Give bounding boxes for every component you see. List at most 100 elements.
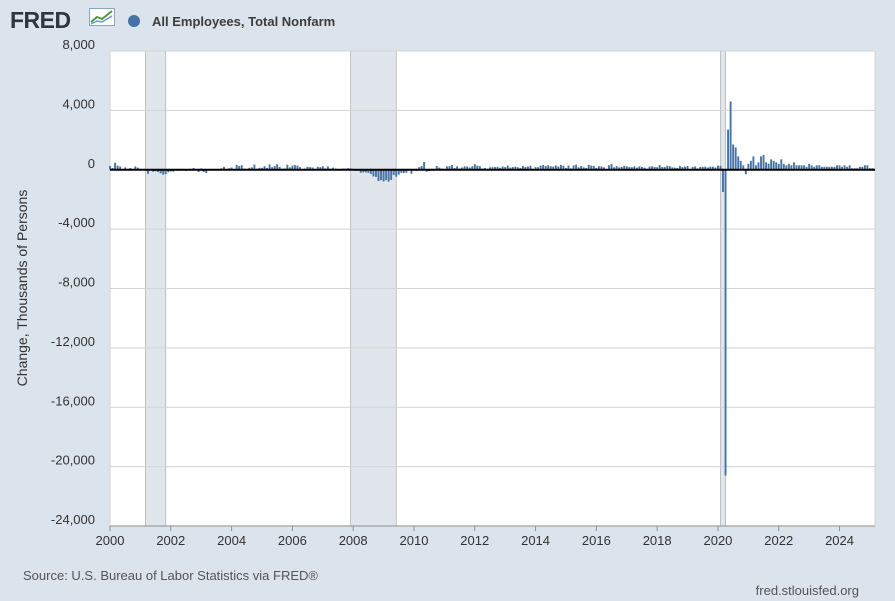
data-bar xyxy=(273,166,276,170)
data-bar xyxy=(491,167,494,170)
data-bar xyxy=(116,165,119,170)
data-bar xyxy=(557,166,560,170)
data-bar xyxy=(666,165,669,170)
data-bar xyxy=(729,101,732,170)
data-bar xyxy=(445,166,448,170)
legend-label: All Employees, Total Nonfarm xyxy=(152,13,336,29)
data-bar xyxy=(656,167,659,170)
data-bar xyxy=(380,169,382,181)
x-tick-label: 2016 xyxy=(582,533,611,548)
data-bar xyxy=(134,166,137,170)
data-bar xyxy=(673,167,676,170)
data-bar xyxy=(732,144,735,170)
data-bar xyxy=(635,167,638,170)
data-bar xyxy=(162,169,165,175)
data-bar xyxy=(833,166,836,170)
data-bar xyxy=(448,166,451,170)
site-link[interactable]: fred.stlouisfed.org xyxy=(755,583,859,598)
data-bar xyxy=(800,165,803,170)
data-bar xyxy=(603,167,605,170)
data-bar xyxy=(863,165,866,170)
data-bar xyxy=(727,129,730,170)
data-bar xyxy=(511,167,514,170)
data-bar xyxy=(552,166,555,170)
data-bar xyxy=(306,166,309,170)
data-bar xyxy=(848,165,851,170)
data-bar xyxy=(704,166,707,170)
data-bar xyxy=(805,166,808,170)
y-tick-label: -24,000 xyxy=(51,512,95,527)
data-bar xyxy=(438,167,441,170)
data-bar xyxy=(749,160,752,170)
data-bar xyxy=(747,163,750,170)
data-bar xyxy=(709,166,712,170)
x-tick-label: 2024 xyxy=(825,533,854,548)
data-bar xyxy=(580,166,583,170)
data-bar xyxy=(714,167,717,170)
data-bar xyxy=(658,165,661,170)
data-bar xyxy=(288,167,291,170)
fred-logo[interactable]: FRED xyxy=(10,7,71,33)
legend: All Employees, Total Nonfarm xyxy=(128,12,335,30)
data-bar xyxy=(387,169,390,182)
data-bar xyxy=(489,167,491,170)
data-bar xyxy=(114,162,117,170)
data-bar xyxy=(367,169,370,173)
data-bar xyxy=(514,166,517,170)
data-bar xyxy=(278,166,281,170)
data-bar xyxy=(742,165,745,170)
data-bar xyxy=(230,167,233,170)
legend-marker xyxy=(128,15,140,27)
data-bar xyxy=(463,166,466,170)
y-tick-label: -20,000 xyxy=(51,453,95,468)
data-bar xyxy=(235,164,238,170)
data-bar xyxy=(372,169,375,177)
data-bar xyxy=(623,165,626,170)
data-bar xyxy=(592,165,595,170)
data-bar xyxy=(321,166,324,170)
data-bar xyxy=(299,167,301,170)
data-bar xyxy=(494,167,496,170)
data-bar xyxy=(767,163,770,170)
data-bar xyxy=(787,163,790,170)
data-bar xyxy=(369,169,372,174)
data-bar xyxy=(506,165,509,170)
data-bar xyxy=(223,166,225,170)
x-tick-label: 2002 xyxy=(156,533,185,548)
y-tick-label: -16,000 xyxy=(51,393,95,408)
data-bar xyxy=(668,166,671,170)
data-bar xyxy=(119,166,122,170)
data-bar xyxy=(815,165,818,170)
data-bar xyxy=(539,165,542,170)
data-bar xyxy=(572,165,575,170)
data-bar xyxy=(124,167,127,170)
data-bar xyxy=(423,162,426,170)
data-bar xyxy=(610,164,613,170)
data-bar xyxy=(820,166,823,170)
data-bar xyxy=(562,165,565,170)
data-bar xyxy=(268,164,271,170)
data-bar xyxy=(691,166,694,170)
data-bar xyxy=(549,166,552,170)
data-bar xyxy=(608,165,610,170)
data-bar xyxy=(451,165,453,170)
data-bar xyxy=(524,166,527,170)
data-bar xyxy=(765,162,768,170)
data-bar xyxy=(501,166,504,170)
data-bar xyxy=(385,169,388,181)
data-bar xyxy=(625,166,628,170)
data-bar xyxy=(400,169,403,173)
data-bar xyxy=(311,167,314,170)
data-bar xyxy=(823,166,826,170)
data-bar xyxy=(630,167,633,170)
y-tick-label: -8,000 xyxy=(58,275,95,290)
data-bar xyxy=(780,159,783,170)
data-bar xyxy=(109,166,111,170)
data-bar xyxy=(521,165,524,170)
data-bar xyxy=(240,165,243,170)
data-bar xyxy=(319,167,322,170)
data-bar xyxy=(798,165,800,170)
data-bar xyxy=(466,166,469,170)
data-bar xyxy=(830,166,833,170)
data-bar xyxy=(309,167,312,170)
